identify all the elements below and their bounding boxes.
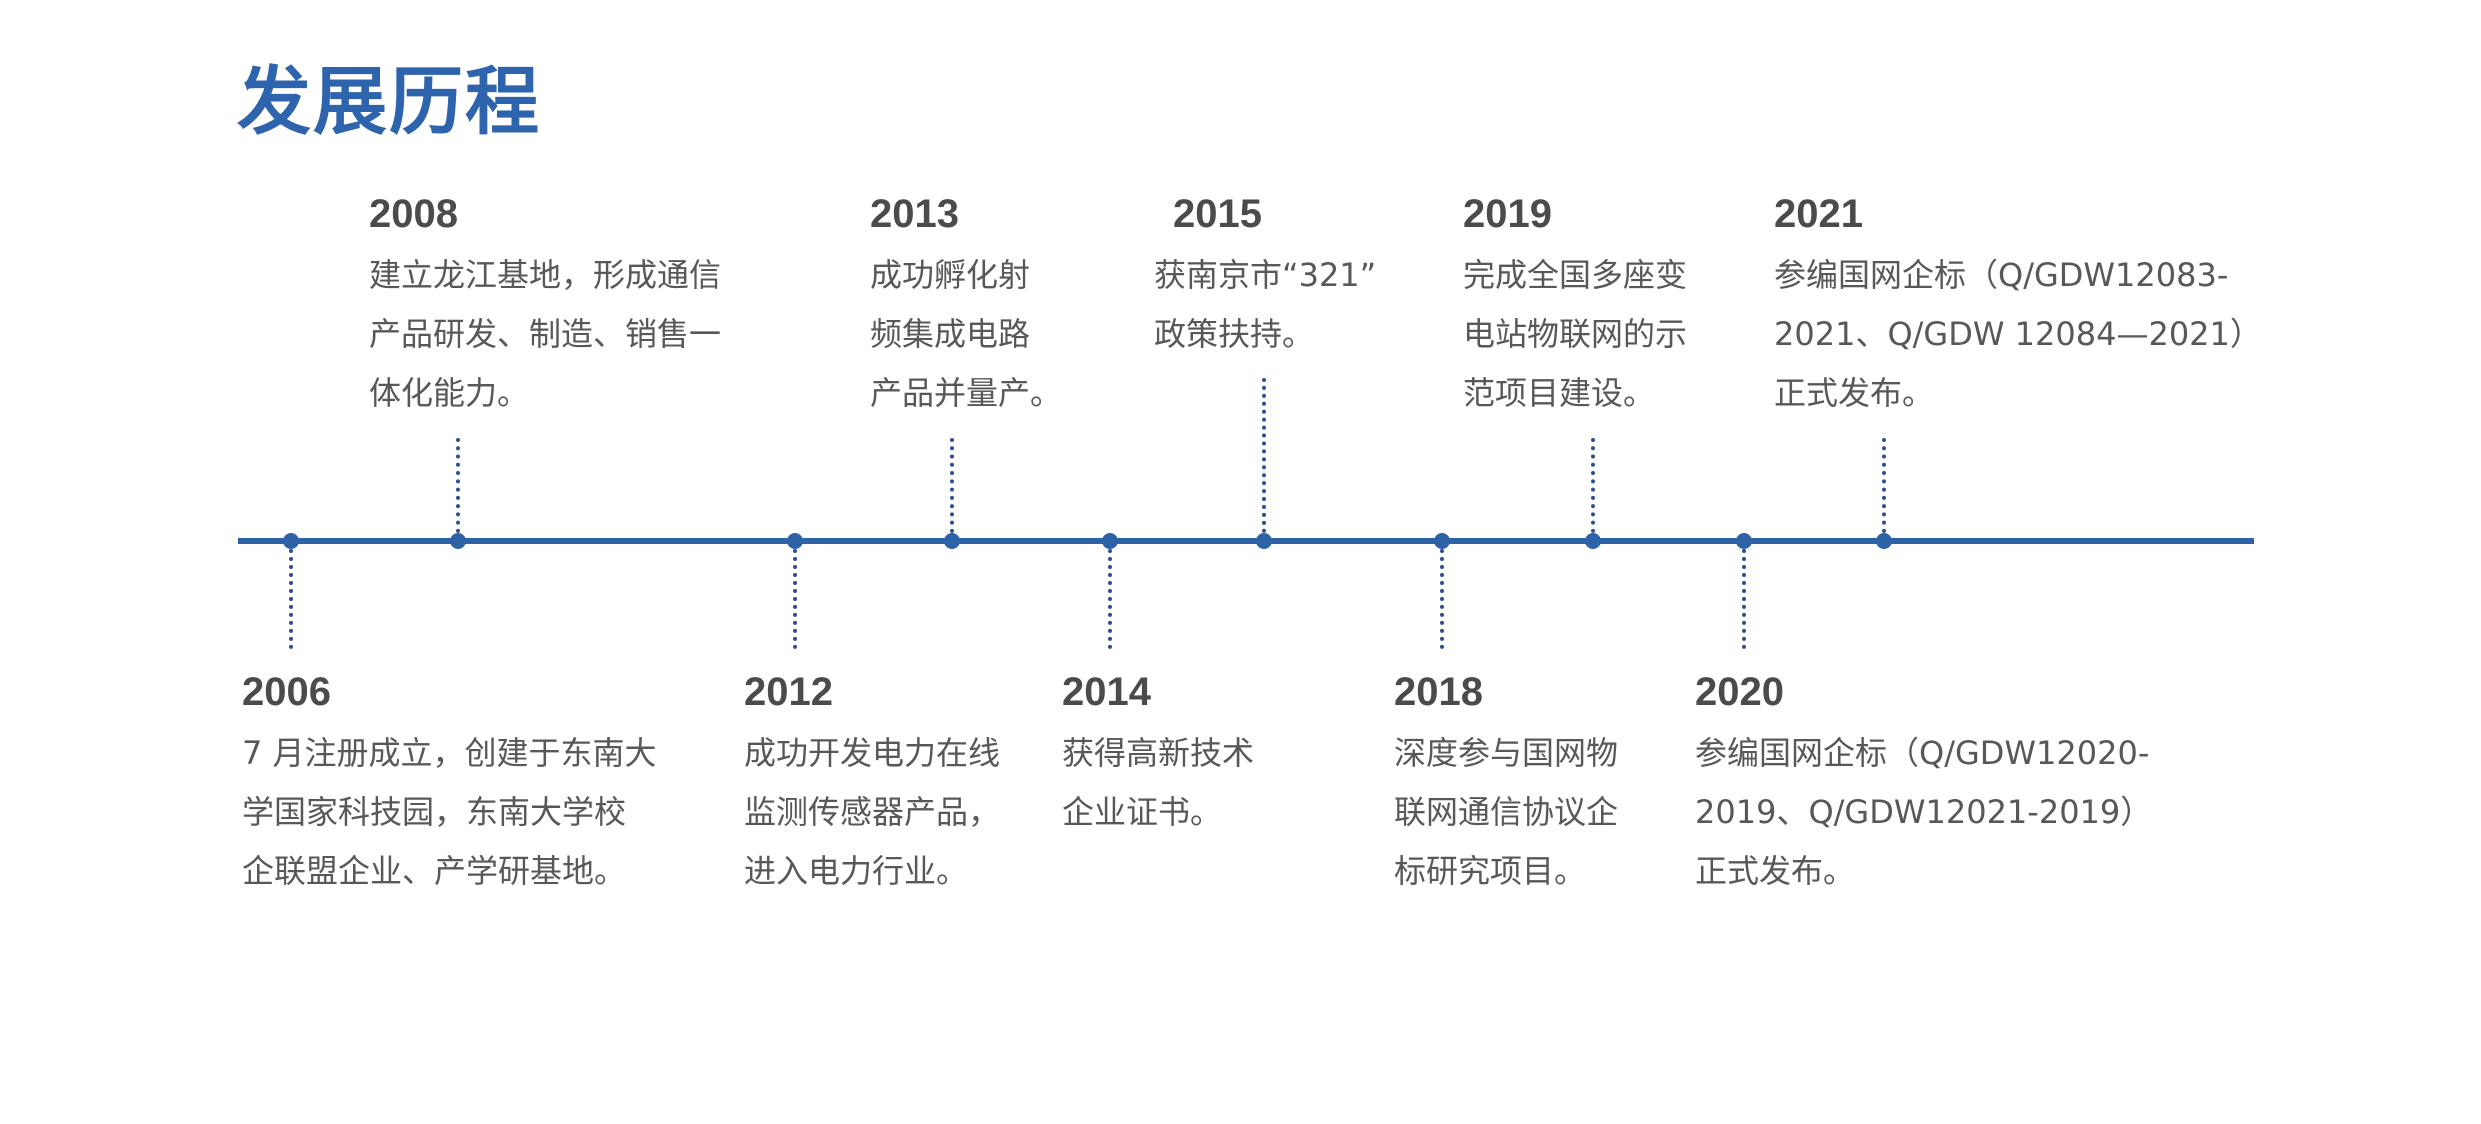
timeline-dot-2021	[1876, 533, 1892, 549]
event-description-line: 正式发布。	[1695, 852, 1856, 890]
event-2018: 2018 深度参与国网物 联网通信协议企 标研究项目。	[1394, 668, 1618, 901]
timeline-dot-2014	[1102, 533, 1118, 549]
event-description-line: 成功开发电力在线	[744, 734, 1001, 772]
dotted-connector-2021	[1882, 438, 1886, 533]
event-description-line: 体化能力。	[369, 374, 530, 412]
timeline-dot-2019	[1585, 533, 1601, 549]
event-2015: 2015 获南京市“321” 政策扶持。	[1154, 190, 1376, 364]
event-description-line: 建立龙江基地，形成通信	[369, 256, 722, 294]
event-year: 2015	[1173, 192, 1262, 236]
event-year: 2020	[1695, 670, 1784, 714]
page-title: 发展历程	[237, 59, 541, 145]
event-description-line: 参编国网企标（Q/GDW12020-	[1695, 734, 2150, 772]
event-description-line: 标研究项目。	[1394, 852, 1587, 890]
event-2012: 2012 成功开发电力在线 监测传感器产品， 进入电力行业。	[744, 668, 1000, 901]
event-description-line: 联网通信协议企	[1394, 793, 1619, 831]
event-year: 2018	[1394, 670, 1483, 714]
event-2021: 2021 参编国网企标（Q/GDW12083- 2021、Q/GDW 12084—2…	[1774, 190, 2262, 423]
timeline-dot-2013	[944, 533, 960, 549]
dotted-connector-2014	[1108, 549, 1112, 649]
dotted-connector-2012	[793, 549, 797, 649]
event-description-line: 参编国网企标（Q/GDW12083-	[1774, 256, 2229, 294]
timeline-axis	[238, 538, 2254, 544]
event-description-line: 获南京市“321”	[1154, 256, 1377, 294]
event-2013: 2013 成功孵化射频集成电路产品并量产。	[870, 190, 1062, 423]
event-description-line: 成功孵化射	[870, 256, 1031, 294]
dotted-connector-2006	[289, 549, 293, 649]
event-description-line: 学国家科技园，东南大学校	[242, 793, 627, 831]
event-description-line: 2019、Q/GDW12021-2019）	[1695, 793, 2153, 831]
timeline-dot-2006	[283, 533, 299, 549]
event-description-line: 进入电力行业。	[744, 852, 969, 890]
event-year: 2008	[369, 192, 458, 236]
timeline-dot-2018	[1434, 533, 1450, 549]
dotted-connector-2013	[950, 438, 954, 533]
event-2019: 2019 完成全国多座变 电站物联网的示 范项目建设。	[1463, 190, 1687, 423]
event-description-line: 电站物联网的示	[1463, 315, 1688, 353]
event-2014: 2014 获得高新技术 企业证书。	[1062, 668, 1254, 842]
event-description-line: 频集成电路	[870, 315, 1031, 353]
dotted-connector-2008	[456, 438, 460, 533]
event-description-line: 企联盟企业、产学研基地。	[242, 852, 627, 890]
event-description-line: 正式发布。	[1774, 374, 1935, 412]
event-description-line: 范项目建设。	[1463, 374, 1656, 412]
event-year: 2006	[242, 670, 331, 714]
event-description-line: 获得高新技术	[1062, 734, 1255, 772]
event-description-line: 产品研发、制造、销售一	[369, 315, 722, 353]
event-year: 2013	[870, 192, 959, 236]
event-year: 2019	[1463, 192, 1552, 236]
event-2020: 2020 参编国网企标（Q/GDW12020- 2019、Q/GDW12021-20…	[1695, 668, 2152, 901]
timeline-dot-2012	[787, 533, 803, 549]
timeline-dot-2008	[450, 533, 466, 549]
event-2006: 2006 7 月注册成立，创建于东南大 学国家科技园，东南大学校 企联盟企业、产学研基…	[242, 668, 657, 901]
event-description-line: 2021、Q/GDW 12084—2021）	[1774, 315, 2262, 353]
event-description-line: 企业证书。	[1062, 793, 1223, 831]
dotted-connector-2019	[1591, 438, 1595, 533]
event-description-line: 监测传感器产品，	[744, 793, 1001, 831]
event-description-line: 完成全国多座变	[1463, 256, 1688, 294]
dotted-connector-2020	[1742, 549, 1746, 649]
event-description-line: 产品并量产。	[870, 374, 1063, 412]
event-2008: 2008 建立龙江基地，形成通信 产品研发、制造、销售一 体化能力。	[369, 190, 721, 423]
timeline-dot-2015	[1256, 533, 1272, 549]
dotted-connector-2018	[1440, 549, 1444, 649]
event-year: 2021	[1774, 192, 1863, 236]
event-description-line: 政策扶持。	[1154, 315, 1315, 353]
timeline-dot-2020	[1736, 533, 1752, 549]
dotted-connector-2015	[1262, 378, 1266, 533]
event-year: 2014	[1062, 670, 1151, 714]
event-year: 2012	[744, 670, 833, 714]
event-description-line: 深度参与国网物	[1394, 734, 1619, 772]
event-description-line: 7 月注册成立，创建于东南大	[242, 734, 657, 772]
